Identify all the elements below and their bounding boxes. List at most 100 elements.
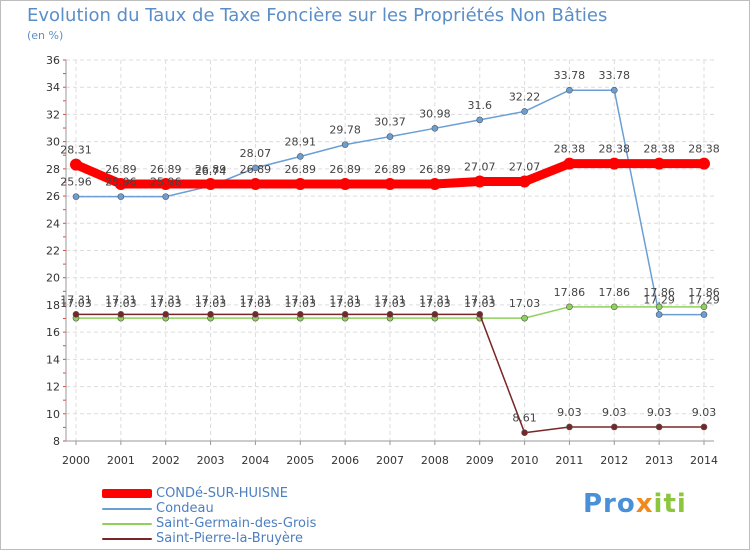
data-label: 28.07 [240, 147, 272, 160]
data-label: 26.74 [195, 165, 227, 178]
data-point [252, 311, 259, 318]
data-label: 17.86 [643, 286, 675, 299]
data-label: 28.38 [643, 143, 675, 156]
data-point [476, 116, 484, 124]
data-label: 26.89 [105, 163, 137, 176]
data-label: 28.38 [599, 143, 631, 156]
data-point [341, 311, 349, 318]
y-tick-label: 10 [46, 408, 60, 421]
data-label: 17.03 [509, 297, 541, 310]
y-tick-label: 8 [53, 435, 60, 448]
data-label: 33.78 [599, 69, 631, 82]
x-tick-label: 2001 [107, 454, 135, 467]
data-point [341, 141, 349, 148]
data-point [162, 193, 170, 200]
data-label: 26.89 [329, 163, 361, 176]
data-point [608, 157, 621, 170]
y-tick-label: 20 [46, 272, 60, 285]
data-label: 17.31 [285, 293, 317, 306]
data-label: 17.03 [240, 297, 272, 310]
y-tick-label: 32 [46, 108, 60, 121]
data-label: 8.61 [512, 412, 537, 425]
data-point [386, 311, 394, 318]
data-label: 26.89 [195, 163, 227, 176]
data-label: 9.03 [692, 406, 717, 419]
data-point [566, 423, 573, 431]
data-label: 17.31 [150, 293, 182, 306]
data-point [473, 175, 486, 188]
data-label: 17.03 [285, 297, 317, 310]
data-point [610, 303, 618, 311]
data-label: 17.03 [150, 297, 182, 310]
data-label: 28.38 [554, 143, 586, 156]
data-label: 17.31 [240, 293, 272, 306]
y-tick-label: 34 [46, 81, 60, 94]
data-point [476, 311, 484, 318]
legend-item: CONDé-SUR-HUISNE [102, 486, 316, 501]
data-label: 17.31 [329, 293, 361, 306]
data-point [521, 314, 528, 322]
y-tick-label: 26 [46, 190, 60, 203]
data-point [117, 193, 125, 200]
data-point [521, 108, 528, 115]
data-label: 28.38 [688, 143, 720, 156]
data-label: 17.03 [464, 297, 496, 310]
data-point [294, 177, 307, 190]
data-point [655, 423, 663, 431]
legend-swatch [102, 507, 152, 510]
data-label: 17.86 [688, 286, 720, 299]
data-label: 27.07 [509, 161, 541, 174]
data-point [386, 133, 394, 140]
data-label: 17.31 [419, 293, 451, 306]
data-point [700, 303, 708, 311]
data-point [566, 86, 573, 94]
data-label: 17.29 [688, 294, 720, 307]
data-point [162, 311, 170, 318]
y-tick-label: 16 [46, 326, 60, 339]
data-label: 17.29 [643, 294, 675, 307]
data-label: 17.31 [464, 293, 496, 306]
data-label: 26.89 [374, 163, 406, 176]
data-point [563, 157, 576, 170]
x-tick-label: 2014 [690, 454, 718, 467]
legend-item: Saint-Pierre-la-Bruyère [102, 531, 316, 546]
data-label: 9.03 [647, 406, 672, 419]
data-point [207, 311, 214, 318]
data-point [114, 177, 127, 190]
data-label: 9.03 [557, 406, 582, 419]
data-point [296, 311, 304, 318]
logo-text-pro: Pro [583, 489, 636, 519]
data-label: 25.96 [60, 176, 92, 189]
data-label: 17.03 [419, 297, 451, 310]
data-point [431, 311, 439, 318]
data-point [204, 177, 217, 190]
data-point [70, 158, 82, 171]
data-label: 17.86 [554, 286, 586, 299]
data-point [700, 423, 708, 431]
data-label: 17.03 [195, 297, 227, 310]
y-tick-label: 30 [46, 136, 60, 149]
data-point [428, 177, 441, 190]
data-label: 17.03 [60, 297, 92, 310]
x-tick-label: 2011 [555, 454, 583, 467]
data-label: 17.03 [105, 297, 137, 310]
proxiti-logo: Proxiti [583, 489, 687, 519]
line-chart: 8 10 12 14 16 18 20 22 24 26 28 30 32 34 36 2000 2001 200… [46, 54, 720, 467]
y-tick-label: 28 [46, 163, 60, 176]
y-tick-label: 22 [46, 245, 60, 258]
data-label: 31.6 [467, 99, 492, 112]
x-tick-label: 2010 [511, 454, 539, 467]
data-point [249, 177, 262, 190]
data-label: 27.07 [464, 161, 496, 174]
chart-title: Evolution du Taux de Taxe Foncière sur l… [27, 5, 608, 26]
legend: CONDé-SUR-HUISNE Condeau Saint-Germain-des… [102, 486, 316, 546]
data-label: 26.89 [419, 163, 451, 176]
data-label: 17.03 [329, 297, 361, 310]
x-tick-label: 2005 [286, 454, 314, 467]
data-point [252, 164, 259, 172]
x-tick-label: 2000 [62, 454, 90, 467]
legend-item: Saint-Germain-des-Grois [102, 516, 316, 531]
data-label: 26.89 [240, 163, 272, 176]
x-tick-label: 2003 [197, 454, 225, 467]
data-point [655, 303, 663, 311]
